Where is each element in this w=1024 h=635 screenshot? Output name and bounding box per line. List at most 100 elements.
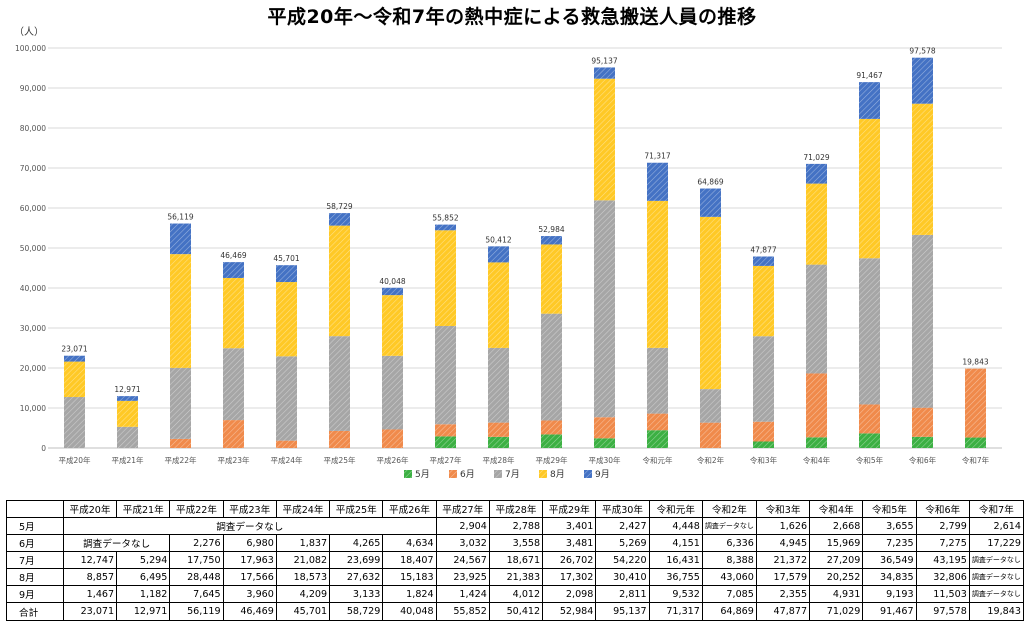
bar-segment-7月: [435, 325, 456, 425]
bar-stack: [806, 163, 827, 448]
y-tick-label: 40,000: [20, 284, 46, 293]
bar-segment-8月: [276, 282, 297, 357]
value-cell: 4,945: [755, 534, 811, 552]
no-data-cell: 調査データなし: [701, 517, 757, 535]
value-cell: 2,427: [595, 517, 650, 535]
value-cell: 1,837: [275, 534, 331, 552]
value-cell: 7,275: [915, 534, 970, 552]
value-cell: 27,632: [329, 568, 384, 586]
table-row: 5月 調査データなし 2,904 2,788 3,401 2,427 4,448 調査データな…: [6, 517, 1024, 535]
bar-segment-8月: [382, 295, 403, 356]
bar-segment-8月: [117, 400, 138, 427]
y-tick-label: 30,000: [20, 324, 46, 333]
total-data-label: 71,029: [803, 153, 829, 162]
bar-segment-7月: [223, 348, 244, 421]
total-data-label: 55,852: [432, 214, 458, 223]
bar-segment-7月: [753, 336, 774, 422]
value-cell: 7,645: [169, 585, 224, 603]
bar-segment-6月: [170, 438, 191, 448]
bar-stack: [700, 188, 721, 448]
value-cell: 3,133: [329, 585, 384, 603]
bar-segment-9月: [594, 67, 615, 79]
total-data-label: 12,971: [114, 385, 140, 394]
legend-label: 7月: [505, 469, 520, 480]
bar-segment-7月: [647, 347, 668, 414]
column-header: 令和5年: [862, 500, 917, 518]
legend-swatch: [449, 470, 457, 478]
total-cell: 23,071: [62, 602, 118, 621]
value-cell: 2,614: [968, 517, 1024, 535]
bar-segment-7月: [541, 313, 562, 421]
value-cell: 3,655: [862, 517, 917, 535]
legend-label: 5月: [415, 469, 430, 480]
table-row: 9月 1,467 1,182 7,645 3,960 4,209 3,133 1,824 1,4…: [6, 585, 1024, 603]
x-tick-label: 令和3年: [750, 455, 778, 465]
value-cell: 43,195: [915, 551, 970, 569]
value-cell: 34,835: [862, 568, 917, 586]
value-cell: 4,634: [382, 534, 437, 552]
total-cell: 71,029: [809, 602, 864, 621]
value-cell: 36,549: [862, 551, 917, 569]
value-cell: 6,336: [701, 534, 757, 552]
value-cell: 11,503: [915, 585, 970, 603]
bar-stack: [488, 246, 509, 448]
bar-segment-9月: [435, 224, 456, 231]
legend-label: 8月: [550, 469, 565, 480]
column-header: 令和7年: [968, 500, 1024, 518]
total-cell: 45,701: [275, 602, 331, 621]
total-cell: 91,467: [862, 602, 917, 621]
bar-stack: [541, 236, 562, 448]
y-axis-unit-label: （人）: [14, 26, 44, 38]
bar-segment-9月: [223, 262, 244, 278]
x-tick-label: 平成29年: [535, 455, 568, 465]
column-header: 平成23年: [222, 500, 277, 518]
x-tick-label: 令和元年: [643, 455, 673, 465]
data-table: 平成20年 平成21年 平成22年 平成23年 平成24年 平成25年 平成26年 平成27年…: [6, 500, 1024, 621]
value-cell: 23,925: [435, 568, 490, 586]
column-header: 令和4年: [809, 500, 864, 518]
total-cell: 40,048: [382, 602, 437, 621]
bar-stack: [117, 396, 138, 448]
value-cell: 3,960: [222, 585, 277, 603]
bar-segment-5月: [965, 437, 986, 448]
gridlines: [48, 47, 1002, 449]
total-data-label: 95,137: [591, 56, 617, 65]
bar-segment-6月: [435, 424, 456, 437]
bar-segment-7月: [806, 264, 827, 374]
value-cell: 1,467: [62, 585, 118, 603]
value-cell: 21,383: [488, 568, 544, 586]
bar-segment-8月: [170, 254, 191, 368]
column-header: 令和3年: [755, 500, 811, 518]
total-data-label: 23,071: [61, 345, 87, 354]
total-data-label: 91,467: [856, 71, 882, 80]
bar-segment-9月: [64, 355, 85, 362]
bar-segment-7月: [329, 336, 350, 431]
column-header: 令和6年: [915, 500, 970, 518]
bar-segment-8月: [753, 265, 774, 337]
bar-segment-7月: [594, 200, 615, 418]
bar-stack: [912, 57, 933, 448]
no-data-cell: 調査データなし: [968, 551, 1024, 569]
total-cell: 71,317: [648, 602, 703, 621]
legend-item: 5月: [404, 469, 430, 480]
value-cell: 8,857: [62, 568, 118, 586]
bar-segment-8月: [594, 78, 615, 201]
y-tick-label: 70,000: [20, 164, 46, 173]
x-tick-label: 平成21年: [111, 455, 144, 465]
legend-item: 9月: [584, 469, 610, 480]
bar-segment-8月: [806, 183, 827, 265]
bar-stack: [859, 82, 880, 448]
total-cell: 50,412: [488, 602, 544, 621]
bar-segment-7月: [912, 234, 933, 408]
value-cell: 2,276: [169, 534, 224, 552]
value-cell: 28,448: [169, 568, 224, 586]
bar-segment-9月: [647, 162, 668, 201]
value-cell: 2,788: [488, 517, 544, 535]
x-tick-label: 令和5年: [856, 455, 884, 465]
legend-swatch: [494, 470, 502, 478]
value-cell: 6,495: [116, 568, 171, 586]
value-cell: 9,193: [862, 585, 917, 603]
x-tick-label: 令和6年: [909, 455, 937, 465]
x-tick-label: 平成28年: [482, 455, 515, 465]
no-data-cell: 調査データなし: [62, 517, 437, 535]
